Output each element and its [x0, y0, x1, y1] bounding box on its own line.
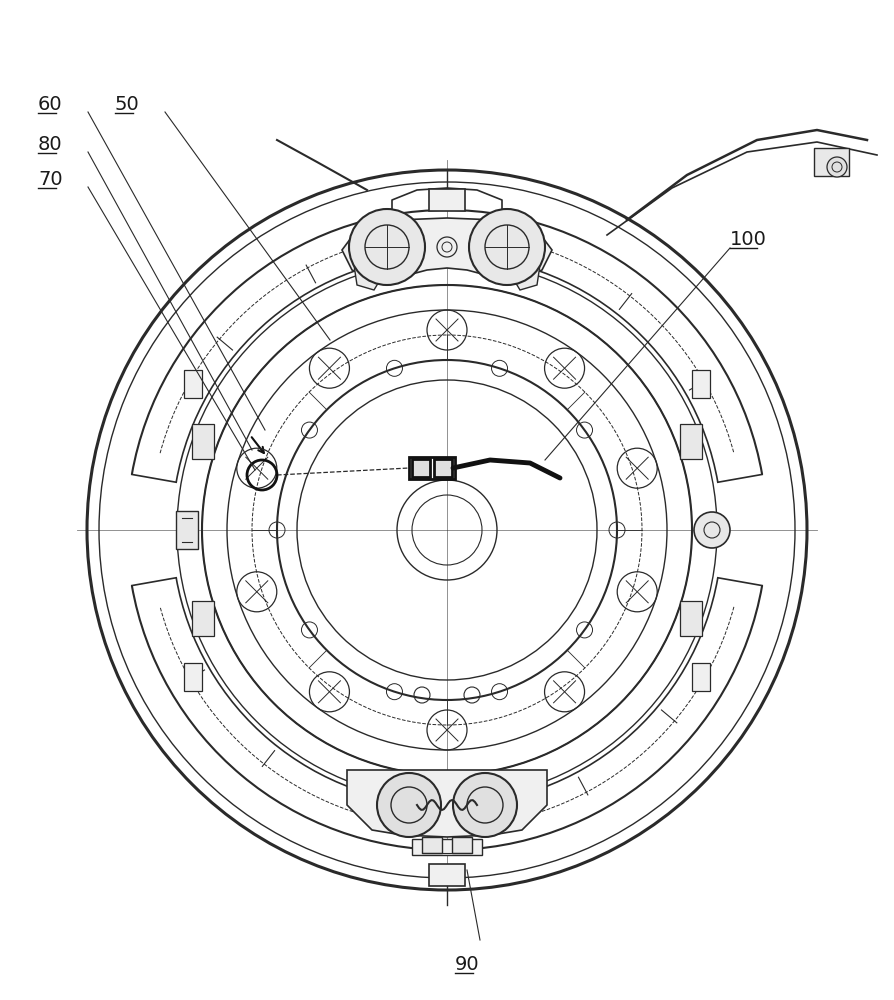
Text: 90: 90 [454, 955, 479, 974]
Bar [409, 457, 454, 479]
Text: 100: 100 [730, 230, 766, 249]
Circle shape [349, 209, 425, 285]
Polygon shape [347, 770, 546, 837]
Polygon shape [342, 218, 552, 280]
Bar [191, 424, 214, 459]
Bar [184, 369, 202, 397]
Bar [451, 837, 471, 853]
Bar [428, 189, 465, 211]
Circle shape [468, 209, 544, 285]
Text: 70: 70 [38, 170, 63, 189]
Bar [428, 864, 465, 886]
Polygon shape [354, 240, 380, 290]
Circle shape [376, 773, 441, 837]
Bar [411, 839, 482, 855]
Bar [691, 663, 709, 691]
Bar [411, 459, 429, 477]
Text: 50: 50 [114, 95, 139, 114]
Circle shape [693, 512, 730, 548]
Bar [191, 601, 214, 636]
Bar [176, 511, 198, 549]
Circle shape [452, 773, 517, 837]
Bar [691, 369, 709, 397]
Text: 80: 80 [38, 135, 63, 154]
Circle shape [826, 157, 846, 177]
Bar [184, 662, 202, 690]
Bar [422, 837, 442, 853]
Bar [434, 459, 451, 477]
Polygon shape [513, 240, 539, 290]
Bar [679, 601, 702, 636]
Bar [679, 424, 702, 459]
Text: 60: 60 [38, 95, 63, 114]
Bar [814, 148, 848, 176]
